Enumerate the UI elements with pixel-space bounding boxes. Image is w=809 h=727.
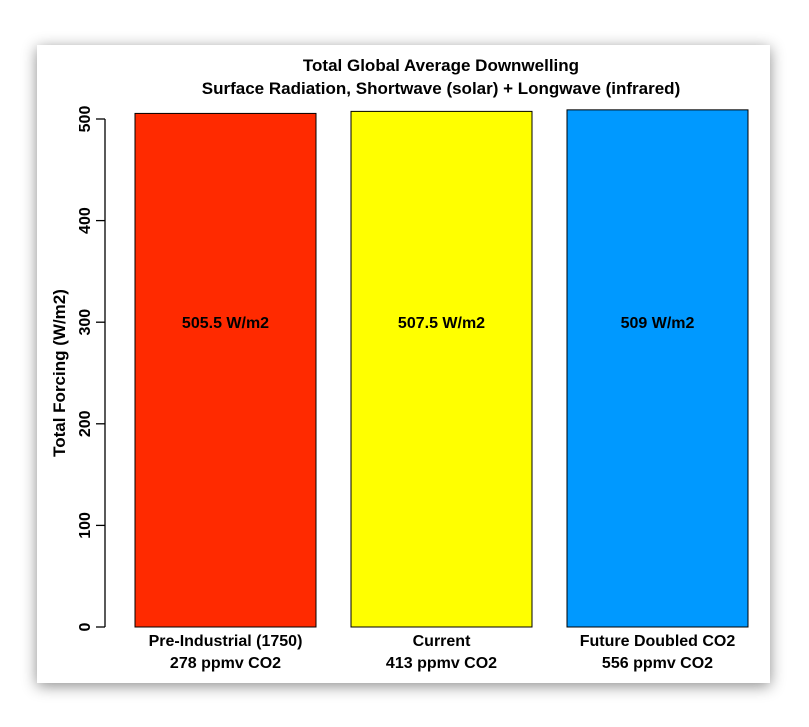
category-label: Pre-Industrial (1750) [149,633,303,650]
bar [350,110,533,628]
y-tick-label: 400 [77,207,94,234]
y-tick-label: 100 [77,512,94,539]
chart-subtitle: Surface Radiation, Shortwave (solar) + L… [202,79,680,98]
y-axis: 0 100 200 300 400 500 [77,106,106,631]
category-label: Future Doubled CO2 [580,633,736,650]
x-axis-labels: Pre-Industrial (1750) 278 ppmv CO2 Current… [149,633,736,672]
category-label: Current [413,633,471,650]
y-tick-label: 200 [77,410,94,437]
category-sublabel: 278 ppmv CO2 [170,655,281,672]
bar-value-label: 507.5 W/m2 [398,315,485,332]
y-tick-label: 300 [77,309,94,336]
chart-title: Total Global Average Downwelling [303,56,579,75]
bar-value-label: 509 W/m2 [621,315,695,332]
y-tick-label: 0 [77,622,94,631]
bars: 505.5 W/m2 507.5 W/m2 509 W/m2 [134,109,749,628]
category-sublabel: 413 ppmv CO2 [386,655,497,672]
category-sublabel: 556 ppmv CO2 [602,655,713,672]
bar [566,109,749,628]
y-axis-label: Total Forcing (W/m2) [50,289,69,457]
y-tick-label: 500 [77,106,94,133]
bar-value-label: 505.5 W/m2 [182,315,269,332]
bar [134,112,317,628]
